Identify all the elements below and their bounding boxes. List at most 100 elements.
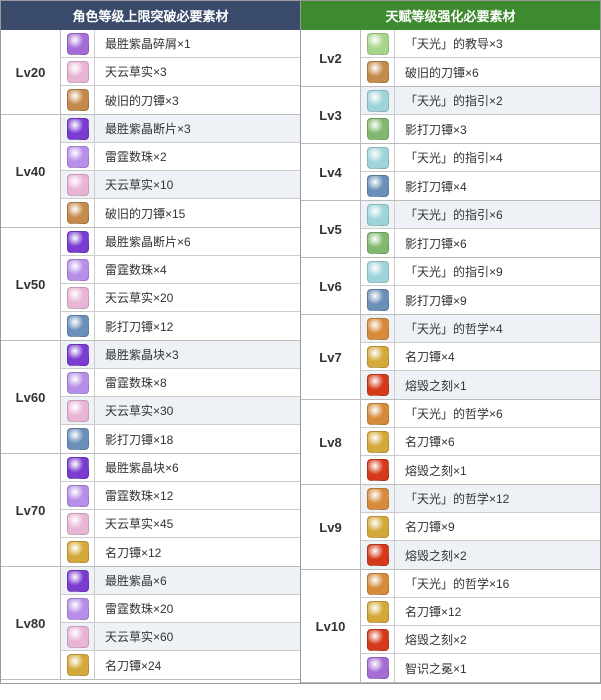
level-label: Lv50 (1, 228, 61, 340)
purple_gem-icon (67, 118, 89, 140)
material-row: 天云草实×45 (61, 510, 300, 538)
material-icon-cell (361, 428, 395, 456)
orange_book-icon (367, 318, 389, 340)
material-icon-cell (61, 171, 95, 199)
material-row: 最胜紫晶碎屑×1 (61, 30, 300, 58)
material-row: 雷霆数珠×4 (61, 256, 300, 284)
material-icon-cell (61, 341, 95, 369)
material-row: 名刀镡×12 (61, 538, 300, 566)
material-icon-cell (61, 312, 95, 340)
material-row: 「天光」的指引×9 (361, 258, 600, 286)
material-row: 雷霆数珠×8 (61, 369, 300, 397)
material-row: 破旧的刀镡×3 (61, 86, 300, 114)
material-row: 「天光」的指引×2 (361, 87, 600, 115)
material-text: 「天光」的指引×6 (395, 206, 600, 223)
material-list: 「天光」的指引×4影打刀镡×4 (361, 144, 600, 200)
material-text: 「天光」的指引×4 (395, 149, 600, 166)
level-label: Lv9 (301, 485, 361, 569)
level-label: Lv4 (301, 144, 361, 200)
purple_gem-icon (67, 344, 89, 366)
level-label: Lv7 (301, 315, 361, 399)
material-icon-cell (61, 482, 95, 510)
material-icon-cell (361, 541, 395, 569)
material-icon-cell (361, 570, 395, 598)
material-icon-cell (61, 651, 95, 679)
level-label: Lv8 (301, 400, 361, 484)
material-list: 「天光」的指引×2 影打刀镡×3 (361, 87, 600, 143)
material-text: 雷霆数珠×20 (95, 600, 300, 617)
material-icon-cell (361, 456, 395, 484)
material-row: 影打刀镡×9 (361, 286, 600, 314)
purple_gem-icon (67, 457, 89, 479)
material-row: 天云草实×3 (61, 58, 300, 86)
purple_shard-icon (67, 33, 89, 55)
material-icon-cell (61, 228, 95, 256)
teal_pot-icon (367, 147, 389, 169)
material-text: 最胜紫晶块×3 (95, 346, 300, 363)
material-icon-cell (361, 229, 395, 257)
material-list: 「天光」的哲学×4名刀镡×4熔毁之刻×1 (361, 315, 600, 399)
material-row: 破旧的刀镡×15 (61, 199, 300, 227)
ascension-column: 角色等级上限突破必要素材 Lv20最胜紫晶碎屑×1天云草实×3破旧的刀镡×3Lv… (1, 1, 301, 683)
level-block: Lv3「天光」的指引×2影打刀镡×3 (301, 87, 600, 144)
orange_book-icon (367, 488, 389, 510)
purple_gem-icon (67, 231, 89, 253)
material-row: 名刀镡×24 (61, 651, 300, 679)
gold_scroll-icon (367, 431, 389, 453)
purple_crystal-icon (67, 259, 89, 281)
orange_scroll-icon (67, 89, 89, 111)
material-icon-cell (361, 258, 395, 286)
material-row: 雷霆数珠×20 (61, 595, 300, 623)
material-text: 名刀镡×6 (395, 433, 600, 450)
material-text: 雷霆数珠×4 (95, 261, 300, 278)
pink_seed-icon (67, 513, 89, 535)
level-block: Lv9「天光」的哲学×12名刀镡×9熔毁之刻×2 (301, 485, 600, 570)
material-row: 熔毁之刻×2 (361, 541, 600, 569)
level-block: Lv80最胜紫晶×6雷霆数珠×20天云草实×60名刀镡×24 (1, 567, 300, 680)
material-list: 「天光」的哲学×12名刀镡×9熔毁之刻×2 (361, 485, 600, 569)
material-row: 天云草实×60 (61, 623, 300, 651)
material-icon-cell (61, 199, 95, 227)
material-list: 最胜紫晶碎屑×1 天云草实×3 破旧的刀镡×3 (61, 30, 300, 114)
purple_shard-icon (367, 657, 389, 679)
material-list: 「天光」的教导×3破旧的刀镡×6 (361, 30, 600, 86)
material-row: 名刀镡×12 (361, 598, 600, 626)
material-icon-cell (61, 30, 95, 58)
material-text: 「天光」的哲学×12 (395, 490, 600, 507)
material-row: 影打刀镡×3 (361, 115, 600, 143)
level-label: Lv10 (301, 570, 361, 682)
material-text: 天云草实×3 (95, 63, 300, 80)
material-text: 「天光」的哲学×6 (395, 405, 600, 422)
teal_pot-icon (367, 90, 389, 112)
purple_crystal-icon (67, 372, 89, 394)
pink_seed-icon (67, 61, 89, 83)
level-block: Lv20最胜紫晶碎屑×1天云草实×3破旧的刀镡×3 (1, 30, 300, 115)
material-row: 熔毁之刻×1 (361, 456, 600, 484)
red_burst-icon (367, 459, 389, 481)
material-row: 「天光」的指引×4 (361, 144, 600, 172)
material-icon-cell (361, 315, 395, 343)
material-icon-cell (61, 256, 95, 284)
gold_scroll-icon (367, 601, 389, 623)
pink_seed-icon (67, 174, 89, 196)
purple_crystal-icon (67, 146, 89, 168)
pink_seed-icon (67, 287, 89, 309)
material-text: 天云草实×10 (95, 176, 300, 193)
material-icon-cell (361, 654, 395, 682)
ascension-body: Lv20最胜紫晶碎屑×1天云草实×3破旧的刀镡×3Lv40最胜紫晶断片×3雷霆数… (1, 30, 300, 680)
material-text: 「天光」的指引×2 (395, 92, 600, 109)
material-row: 最胜紫晶块×6 (61, 454, 300, 482)
material-row: 天云草实×30 (61, 397, 300, 425)
material-row: 「天光」的哲学×6 (361, 400, 600, 428)
blue_scroll-icon (367, 175, 389, 197)
gold_scroll-icon (67, 654, 89, 676)
material-icon-cell (361, 172, 395, 200)
material-icon-cell (61, 454, 95, 482)
level-block: Lv2「天光」的教导×3破旧的刀镡×6 (301, 30, 600, 87)
material-row: 影打刀镡×6 (361, 229, 600, 257)
material-text: 天云草实×45 (95, 515, 300, 532)
material-text: 熔毁之刻×2 (395, 631, 600, 648)
orange_scroll-icon (367, 61, 389, 83)
material-row: 最胜紫晶断片×3 (61, 115, 300, 143)
material-row: 破旧的刀镡×6 (361, 58, 600, 86)
